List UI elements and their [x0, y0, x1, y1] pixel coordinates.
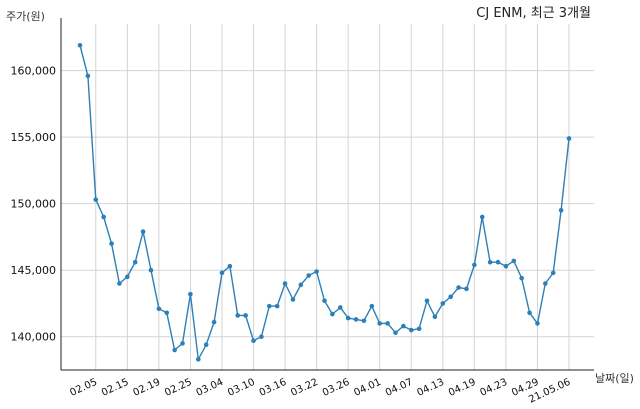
data-point	[472, 262, 477, 268]
data-point	[550, 270, 556, 276]
data-point	[408, 327, 414, 333]
data-point	[172, 347, 177, 353]
series-line	[79, 45, 570, 362]
x-tick-label: 04.19	[447, 377, 478, 399]
series-group	[77, 42, 572, 362]
data-point	[243, 313, 248, 318]
data-point	[543, 281, 548, 286]
x-ticks: 02.05 02.15 02.19 02.25 03.04 03.10 03.16 03.22…	[68, 377, 572, 406]
x-tick-label: 04.01	[352, 377, 383, 399]
data-point	[566, 136, 572, 141]
x-axis-label: 날짜(일)	[595, 371, 634, 385]
data-point	[251, 338, 256, 344]
data-point	[385, 321, 390, 326]
data-point	[330, 311, 335, 317]
grid	[61, 24, 594, 370]
x-tick-label: 02.19	[132, 377, 163, 399]
data-point	[401, 323, 406, 329]
y-tick-label: 155,000	[11, 131, 57, 144]
data-point	[109, 241, 114, 246]
data-point	[85, 73, 91, 79]
data-point	[479, 214, 485, 220]
data-point	[211, 319, 217, 325]
data-point	[503, 263, 509, 269]
data-point	[93, 197, 99, 202]
data-point	[519, 275, 524, 281]
data-point	[140, 229, 146, 234]
data-point	[558, 208, 564, 213]
data-point	[203, 342, 209, 348]
data-point	[290, 297, 296, 302]
data-point	[440, 301, 446, 306]
data-point	[188, 291, 193, 297]
data-point	[377, 321, 383, 326]
data-point	[259, 334, 264, 340]
data-point	[164, 310, 170, 316]
data-point	[322, 298, 327, 304]
chart-title: CJ ENM, 최근 3개월	[476, 6, 591, 21]
x-tick-label: 03.16	[258, 377, 289, 399]
y-tick-label: 145,000	[11, 264, 57, 277]
data-point	[456, 285, 461, 290]
x-tick-label: 02.05	[68, 377, 99, 399]
x-tick-label: 03.10	[226, 377, 257, 399]
data-point	[393, 330, 398, 336]
data-point	[306, 273, 312, 278]
data-point	[345, 315, 351, 321]
data-point	[535, 321, 540, 326]
data-point	[416, 326, 422, 332]
data-point	[227, 263, 233, 269]
data-point	[298, 282, 304, 288]
x-tick-label: 03.26	[321, 377, 352, 399]
data-point	[314, 269, 319, 274]
data-point	[282, 281, 288, 286]
data-point	[274, 303, 280, 309]
data-point	[424, 298, 430, 304]
data-point	[125, 274, 130, 280]
data-point	[132, 259, 138, 265]
data-point	[369, 303, 375, 309]
data-point	[77, 42, 83, 48]
x-tick-label: 04.23	[479, 377, 510, 399]
data-point	[448, 294, 453, 300]
data-point	[219, 270, 225, 276]
x-tick-label: 04.07	[384, 377, 415, 399]
data-point	[361, 318, 367, 324]
data-point	[527, 310, 532, 316]
data-point	[464, 286, 469, 292]
data-point	[495, 259, 501, 265]
y-tick-label: 160,000	[11, 65, 57, 78]
x-tick-label: 03.04	[195, 377, 226, 399]
data-point	[266, 303, 272, 309]
data-point	[148, 267, 154, 273]
y-ticks: 140,000 145,000 150,000 155,000 160,000	[11, 65, 57, 344]
x-tick-label: 02.25	[163, 377, 194, 399]
data-point	[117, 281, 122, 286]
data-point	[180, 341, 185, 346]
y-tick-label: 140,000	[11, 331, 57, 344]
x-tick-label: 04.13	[415, 377, 446, 399]
data-point	[353, 317, 359, 322]
data-point	[235, 313, 241, 318]
y-tick-label: 150,000	[11, 198, 57, 211]
data-point	[337, 305, 343, 310]
axes	[60, 18, 594, 371]
data-point	[196, 357, 201, 362]
data-point	[511, 258, 517, 264]
data-point	[156, 306, 162, 312]
y-axis-label: 주가(원)	[6, 10, 45, 23]
data-point	[432, 314, 438, 320]
x-tick-label: 02.15	[100, 377, 131, 399]
x-tick-label: 03.22	[289, 377, 320, 399]
data-point	[101, 214, 106, 220]
data-point	[487, 259, 493, 265]
